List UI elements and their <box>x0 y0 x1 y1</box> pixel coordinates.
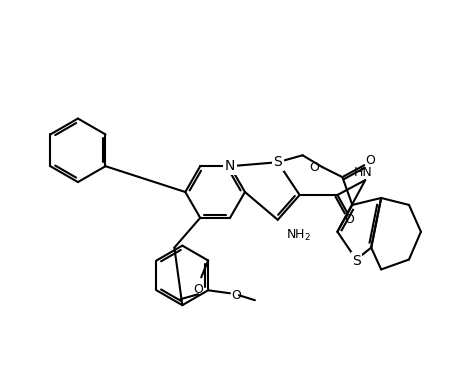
Text: O: O <box>310 161 319 174</box>
Text: NH$_2$: NH$_2$ <box>286 228 310 243</box>
Text: S: S <box>352 253 361 267</box>
Text: O: O <box>231 289 241 302</box>
Text: S: S <box>273 155 282 169</box>
Text: O: O <box>345 213 354 226</box>
Text: HN: HN <box>354 166 373 178</box>
Text: O: O <box>365 154 375 167</box>
Text: O: O <box>193 283 203 296</box>
Text: N: N <box>225 159 235 173</box>
